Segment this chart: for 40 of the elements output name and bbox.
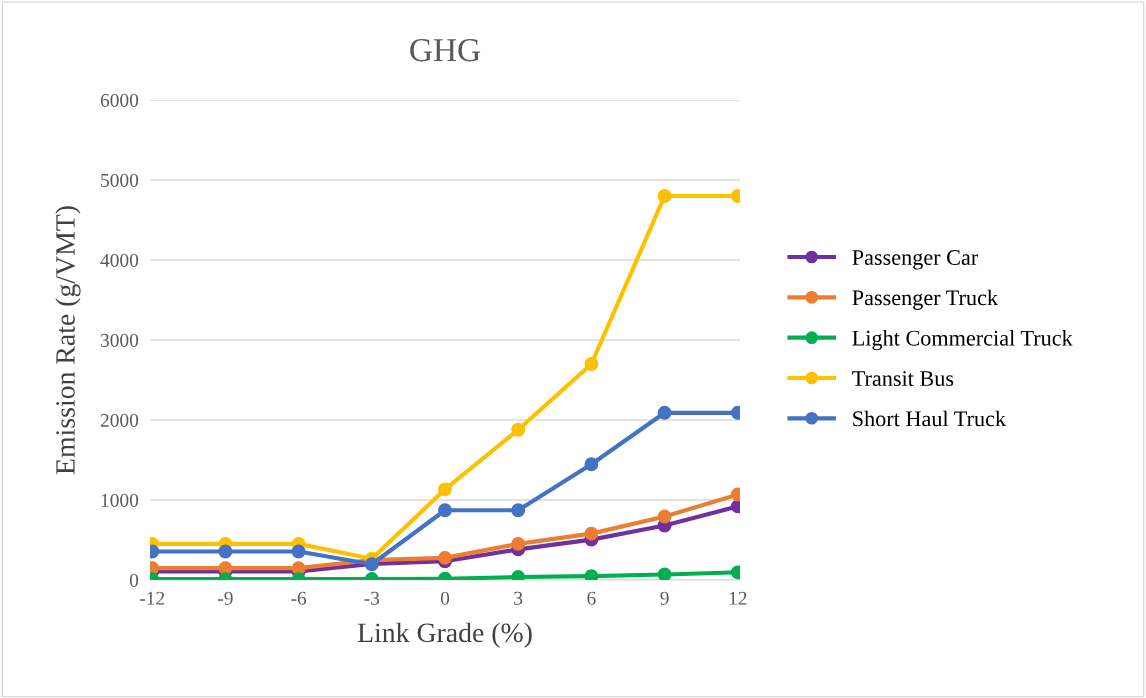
legend-label: Passenger Truck	[852, 289, 999, 310]
point	[438, 503, 452, 518]
point	[584, 357, 599, 371]
x-tick-label: -3	[364, 591, 380, 605]
x-tick-label: 6	[587, 591, 596, 605]
point	[657, 567, 672, 580]
x-tick-label: -9	[218, 591, 233, 605]
point	[657, 405, 672, 420]
x-tick-label: 3	[514, 591, 523, 605]
point	[657, 189, 672, 203]
y-tick-label: 6000	[100, 93, 139, 107]
point	[584, 526, 599, 541]
x-tick-label: 9	[660, 591, 669, 605]
y-tick-label: 0	[129, 573, 139, 587]
x-axis-title: Link Grade (%)	[357, 622, 532, 648]
x-tick-label: 0	[440, 591, 450, 605]
y-tick-label: 5000	[101, 173, 139, 187]
point	[291, 544, 306, 559]
legend-label: Transit Bus	[852, 371, 954, 387]
point	[584, 569, 599, 580]
y-tick-label: 1000	[101, 493, 139, 507]
point	[584, 457, 599, 472]
point	[511, 422, 526, 437]
x-tick-label: -12	[139, 591, 165, 605]
point	[438, 550, 452, 565]
chart-title: GHG	[410, 39, 481, 62]
legend-label: Short Haul Truck	[853, 410, 1007, 427]
point	[511, 536, 526, 551]
point	[511, 503, 526, 518]
y-tick-label: 2000	[100, 413, 139, 427]
point	[657, 509, 672, 524]
x-tick-label: 12	[729, 591, 747, 605]
legend-label: Passenger Car	[852, 250, 979, 270]
x-tick-label: -6	[291, 591, 307, 605]
point	[438, 482, 452, 497]
y-tick-label: 3000	[100, 333, 139, 347]
point	[218, 544, 233, 559]
y-axis-title: Emission Rate (g/VMT)	[55, 206, 81, 475]
legend-label: Light Commercial Truck	[852, 330, 1073, 351]
y-tick-label: 4000	[100, 253, 139, 267]
